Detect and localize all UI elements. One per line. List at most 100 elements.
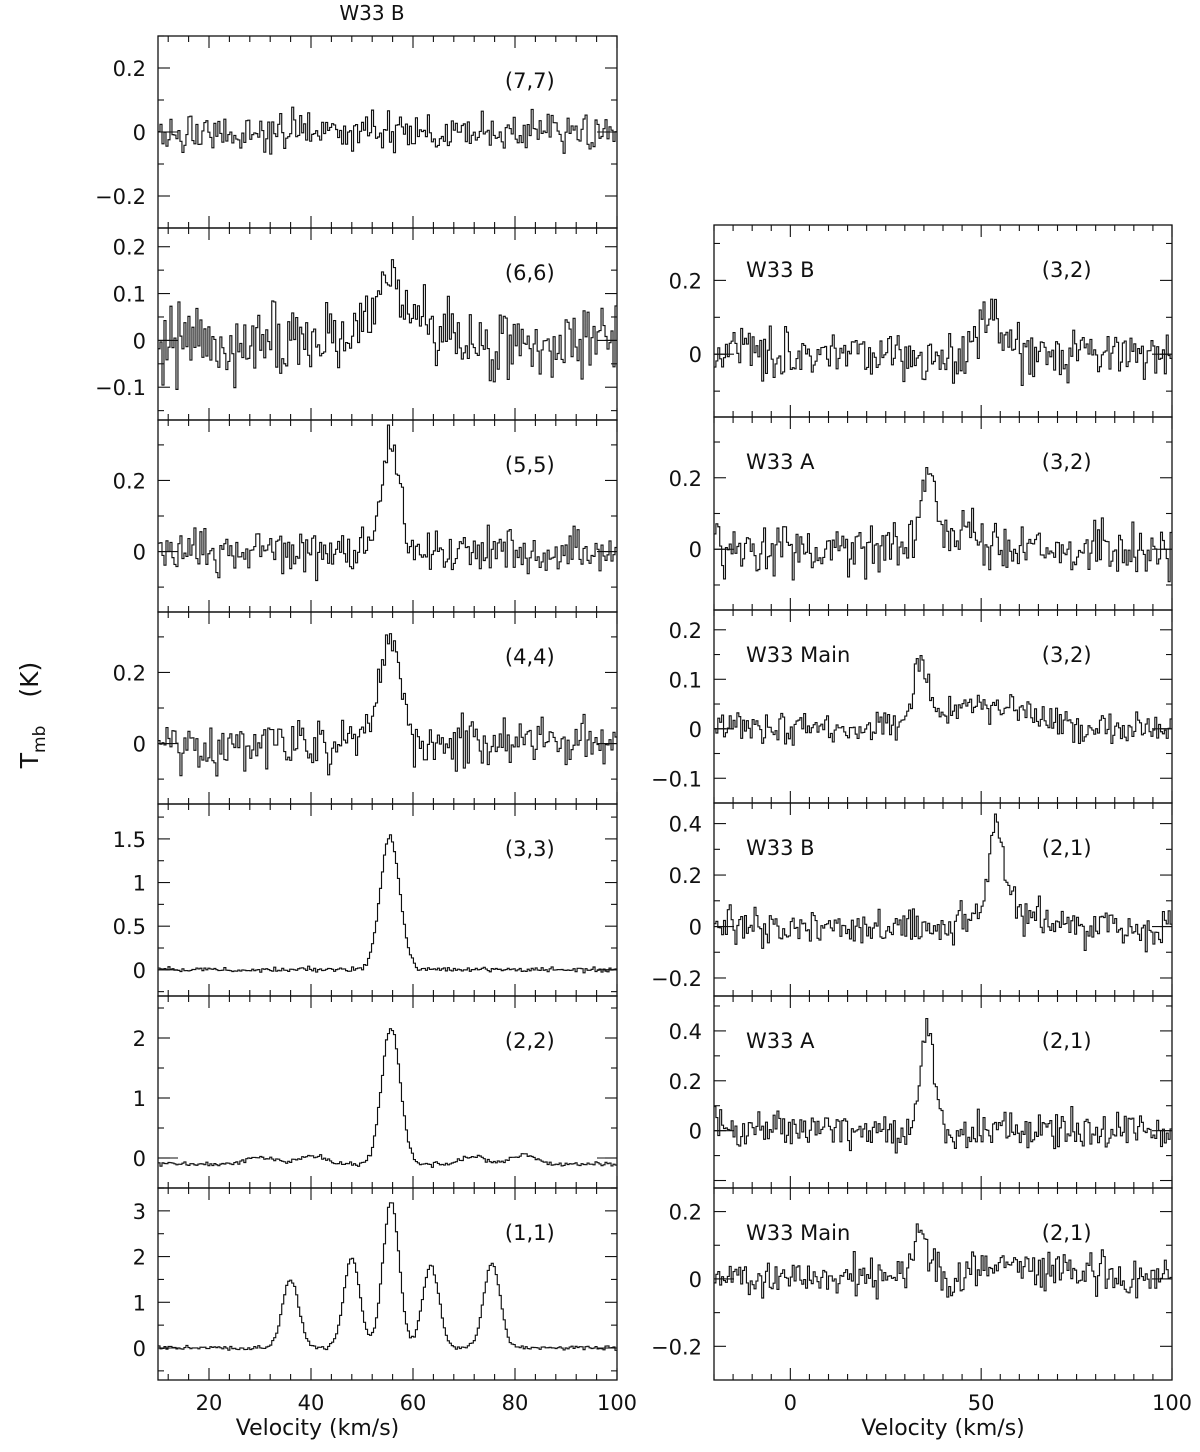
spectrum-line <box>158 1202 617 1351</box>
x-tick-label: 100 <box>597 1391 637 1415</box>
panel-frame <box>713 416 1173 611</box>
y-tick-label: 2 <box>133 1027 146 1051</box>
y-tick-label: −0.2 <box>651 1335 702 1359</box>
transition-label: (3,2) <box>1042 450 1092 474</box>
panel-frame <box>713 802 1173 997</box>
y-tick-label: 0 <box>689 1268 702 1292</box>
source-label: W33 Main <box>746 643 850 667</box>
y-tick-label: 0.4 <box>669 1020 702 1044</box>
transition-label: (6,6) <box>505 261 555 285</box>
y-tick-label: 0 <box>689 538 702 562</box>
y-tick-label: −0.2 <box>651 967 702 991</box>
spectrum-line <box>158 259 617 390</box>
x-tick-label: 20 <box>196 1391 223 1415</box>
y-tick-label: 0.2 <box>113 57 146 81</box>
spectrum-panel: 1.5 1 0.5 0 (3,3) <box>113 803 618 997</box>
y-tick-label: 0 <box>689 343 702 367</box>
source-label: W33 Main <box>746 1221 850 1245</box>
x-tick-label: 40 <box>298 1391 325 1415</box>
y-tick-label: 3 <box>133 1200 146 1224</box>
spectrum-line <box>158 633 617 777</box>
panel-frame <box>157 995 618 1189</box>
y-tick-label: 1 <box>133 1291 146 1315</box>
x-tick-label: 0 <box>784 1391 797 1415</box>
source-label: W33 B <box>746 258 815 282</box>
x-axis-label: Velocity (km/s) <box>236 1416 400 1441</box>
source-label: W33 A <box>746 1029 815 1053</box>
panel-frame <box>157 35 618 229</box>
spectrum-panel: 0.2 0 (3,2) W33 A <box>669 416 1173 611</box>
spectrum-line <box>714 298 1172 386</box>
transition-label: (2,1) <box>1042 1029 1092 1053</box>
transition-label: (1,1) <box>505 1221 555 1245</box>
plot-area: 0.20−0.2(7,7)0.20.10−0.1(6,6)0.20(5,5)0.… <box>95 35 1192 1441</box>
svg-text:Tmb(K): Tmb (K) <box>15 662 50 770</box>
spectrum-line <box>714 1017 1172 1154</box>
spectrum-panel: 0.2 0.1 0 −0.1 (3,2) W33 Main <box>651 609 1173 804</box>
transition-label: (2,1) <box>1042 836 1092 860</box>
spectrum-panel: 0.2 0 −0.2 (7,7) <box>95 35 618 229</box>
y-tick-label: 0 <box>133 121 146 145</box>
spectrum-line <box>158 424 617 582</box>
y-tick-label: 0.2 <box>669 1070 702 1094</box>
y-tick-label: 1.5 <box>113 828 146 852</box>
y-tick-label: 0.2 <box>669 467 702 491</box>
transition-label: (3,2) <box>1042 643 1092 667</box>
y-axis-label-subscript: mb <box>30 726 50 753</box>
spectrum-panel: 0.2 0 (3,2) W33 B <box>669 224 1173 418</box>
panel-frame <box>157 803 618 997</box>
panel-frame <box>713 224 1173 418</box>
spectrum-panel: 3 2 1 0 (1,1) <box>133 1187 618 1381</box>
panel-frame <box>713 995 1173 1189</box>
transition-label: (3,3) <box>505 837 555 861</box>
spectrum-line <box>714 1223 1172 1300</box>
figure-title: W33 B <box>339 1 404 25</box>
y-tick-label: −0.1 <box>95 376 146 400</box>
spectrum-line <box>158 1028 617 1168</box>
source-label: W33 B <box>746 836 815 860</box>
y-tick-label: 0 <box>133 1337 146 1361</box>
transition-label: (4,4) <box>505 645 555 669</box>
spectra-column-right: 0.2 0 (3,2) W33 B 0.2 0 (3,2) W33 A 0.2 0.1 0 −0.1 (… <box>651 224 1192 1441</box>
spectrum-line <box>714 655 1172 746</box>
y-tick-label: 0 <box>689 1120 702 1144</box>
y-tick-label: 0.4 <box>669 813 702 837</box>
y-axis-label-symbol: T <box>15 752 44 769</box>
panel-frame <box>157 1187 618 1381</box>
y-tick-label: 0 <box>133 541 146 565</box>
spectrum-panel: 0.2 0 (4,4) <box>113 611 618 805</box>
spectrum-line <box>158 106 617 155</box>
y-tick-label: 0 <box>133 329 146 353</box>
x-tick-label: 100 <box>1152 1391 1192 1415</box>
spectrum-panel: 0.2 0.1 0 −0.1 (6,6) <box>95 227 618 421</box>
transition-label: (7,7) <box>505 69 555 93</box>
y-tick-label: 0.2 <box>113 236 146 260</box>
y-axis-label: Tmb (K) <box>15 662 50 770</box>
y-tick-label: 0 <box>133 959 146 983</box>
spectrum-line <box>714 813 1172 953</box>
y-tick-label: 0 <box>689 718 702 742</box>
x-tick-label: 80 <box>502 1391 529 1415</box>
y-tick-label: 0.2 <box>669 269 702 293</box>
spectrum-line <box>714 466 1172 583</box>
y-tick-label: 0.2 <box>113 469 146 493</box>
spectra-column-left: 0.20−0.2(7,7)0.20.10−0.1(6,6)0.20(5,5)0.… <box>95 35 637 1441</box>
y-tick-label: 0.1 <box>669 668 702 692</box>
y-tick-label: 0 <box>689 916 702 940</box>
transition-label: (2,1) <box>1042 1221 1092 1245</box>
y-tick-label: 0.5 <box>113 915 146 939</box>
panel-frame <box>713 609 1173 804</box>
transition-label: (2,2) <box>505 1029 555 1053</box>
x-tick-label: 50 <box>968 1391 995 1415</box>
y-tick-label: 0 <box>133 1147 146 1171</box>
y-axis-label-unit: (K) <box>15 662 44 698</box>
y-tick-label: 0 <box>133 733 146 757</box>
y-tick-label: 0.2 <box>669 619 702 643</box>
x-axis-label: Velocity (km/s) <box>861 1416 1025 1441</box>
y-tick-label: −0.1 <box>651 767 702 791</box>
y-tick-label: 0.2 <box>669 1201 702 1225</box>
spectrum-panel: 0.4 0.2 0 −0.2 (2,1) W33 B <box>651 802 1173 997</box>
spectrum-panel: 0.2 0 (5,5) <box>113 419 618 613</box>
y-tick-label: 0.2 <box>113 661 146 685</box>
